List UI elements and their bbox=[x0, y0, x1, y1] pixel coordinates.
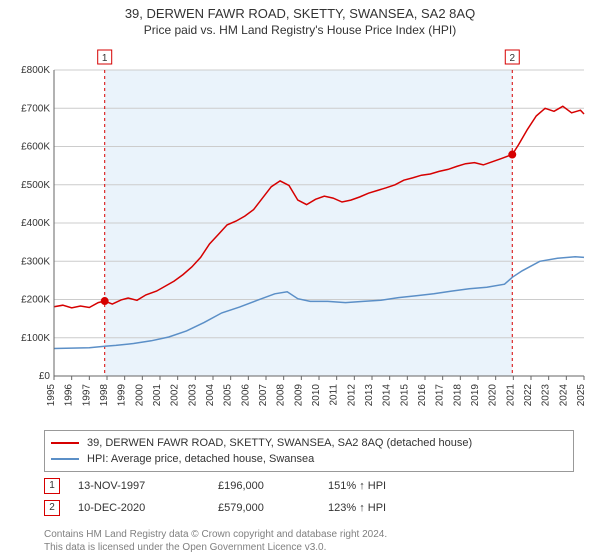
svg-text:2023: 2023 bbox=[541, 384, 552, 407]
line-chart-svg: £0 £100K £200K £300K £400K £500K £600K £700K £80… bbox=[10, 46, 590, 416]
sale-marker-box: 2 bbox=[44, 500, 60, 516]
svg-text:2010: 2010 bbox=[311, 384, 322, 407]
svg-text:1996: 1996 bbox=[64, 384, 75, 407]
svg-text:1995: 1995 bbox=[46, 384, 57, 407]
svg-text:2009: 2009 bbox=[293, 384, 304, 407]
sale-hpi: 151% ↑ HPI bbox=[328, 480, 574, 492]
svg-text:1998: 1998 bbox=[99, 384, 110, 407]
svg-text:£600K: £600K bbox=[21, 142, 50, 153]
svg-text:2008: 2008 bbox=[276, 384, 287, 407]
svg-text:2021: 2021 bbox=[505, 384, 516, 407]
svg-text:2013: 2013 bbox=[364, 384, 375, 407]
svg-text:1999: 1999 bbox=[117, 384, 128, 407]
svg-text:£400K: £400K bbox=[21, 218, 50, 229]
svg-text:£800K: £800K bbox=[21, 65, 50, 76]
sale-date: 13-NOV-1997 bbox=[78, 480, 218, 492]
svg-text:2012: 2012 bbox=[346, 384, 357, 407]
legend-label: 39, DERWEN FAWR ROAD, SKETTY, SWANSEA, S… bbox=[87, 435, 472, 451]
svg-text:2006: 2006 bbox=[240, 384, 251, 407]
chart-container: 39, DERWEN FAWR ROAD, SKETTY, SWANSEA, S… bbox=[0, 0, 600, 560]
svg-text:2: 2 bbox=[509, 53, 515, 64]
svg-text:2019: 2019 bbox=[470, 384, 481, 407]
sale-date: 10-DEC-2020 bbox=[78, 502, 218, 514]
footer-text: Contains HM Land Registry data © Crown c… bbox=[44, 528, 387, 554]
legend-row: 39, DERWEN FAWR ROAD, SKETTY, SWANSEA, S… bbox=[51, 435, 567, 451]
svg-text:2014: 2014 bbox=[382, 384, 393, 407]
svg-text:1997: 1997 bbox=[81, 384, 92, 407]
sale-price: £579,000 bbox=[218, 502, 328, 514]
svg-text:2011: 2011 bbox=[329, 384, 340, 406]
svg-text:£300K: £300K bbox=[21, 256, 50, 267]
sale-hpi: 123% ↑ HPI bbox=[328, 502, 574, 514]
svg-text:2007: 2007 bbox=[258, 384, 269, 407]
svg-text:£700K: £700K bbox=[21, 103, 50, 114]
svg-text:£200K: £200K bbox=[21, 295, 50, 306]
svg-text:2018: 2018 bbox=[452, 384, 463, 407]
svg-text:2005: 2005 bbox=[223, 384, 234, 407]
svg-text:2000: 2000 bbox=[134, 384, 145, 407]
legend-label: HPI: Average price, detached house, Swan… bbox=[87, 451, 314, 467]
chart-title: 39, DERWEN FAWR ROAD, SKETTY, SWANSEA, S… bbox=[0, 0, 600, 21]
legend-swatch bbox=[51, 458, 79, 460]
svg-text:£0: £0 bbox=[39, 371, 51, 382]
chart-area: £0 £100K £200K £300K £400K £500K £600K £700K £80… bbox=[10, 46, 590, 416]
footer-line: This data is licensed under the Open Gov… bbox=[44, 541, 387, 554]
sale-row: 2 10-DEC-2020 £579,000 123% ↑ HPI bbox=[44, 500, 574, 516]
chart-subtitle: Price paid vs. HM Land Registry's House … bbox=[0, 21, 600, 37]
legend-box: 39, DERWEN FAWR ROAD, SKETTY, SWANSEA, S… bbox=[44, 430, 574, 472]
svg-text:2024: 2024 bbox=[558, 384, 569, 407]
svg-text:£100K: £100K bbox=[21, 333, 50, 344]
svg-text:2004: 2004 bbox=[205, 384, 216, 407]
sale-price: £196,000 bbox=[218, 480, 328, 492]
svg-text:2016: 2016 bbox=[417, 384, 428, 407]
svg-text:1: 1 bbox=[102, 53, 108, 64]
svg-text:2020: 2020 bbox=[488, 384, 499, 407]
legend-swatch bbox=[51, 442, 79, 444]
svg-text:2003: 2003 bbox=[187, 384, 198, 407]
svg-text:2017: 2017 bbox=[435, 384, 446, 407]
svg-text:£500K: £500K bbox=[21, 180, 50, 191]
svg-text:2001: 2001 bbox=[152, 384, 163, 407]
footer-line: Contains HM Land Registry data © Crown c… bbox=[44, 528, 387, 541]
legend-row: HPI: Average price, detached house, Swan… bbox=[51, 451, 567, 467]
svg-text:2015: 2015 bbox=[399, 384, 410, 407]
svg-text:2025: 2025 bbox=[576, 384, 587, 407]
svg-text:2022: 2022 bbox=[523, 384, 534, 407]
svg-text:2002: 2002 bbox=[170, 384, 181, 407]
sale-row: 1 13-NOV-1997 £196,000 151% ↑ HPI bbox=[44, 478, 574, 494]
sale-marker-box: 1 bbox=[44, 478, 60, 494]
